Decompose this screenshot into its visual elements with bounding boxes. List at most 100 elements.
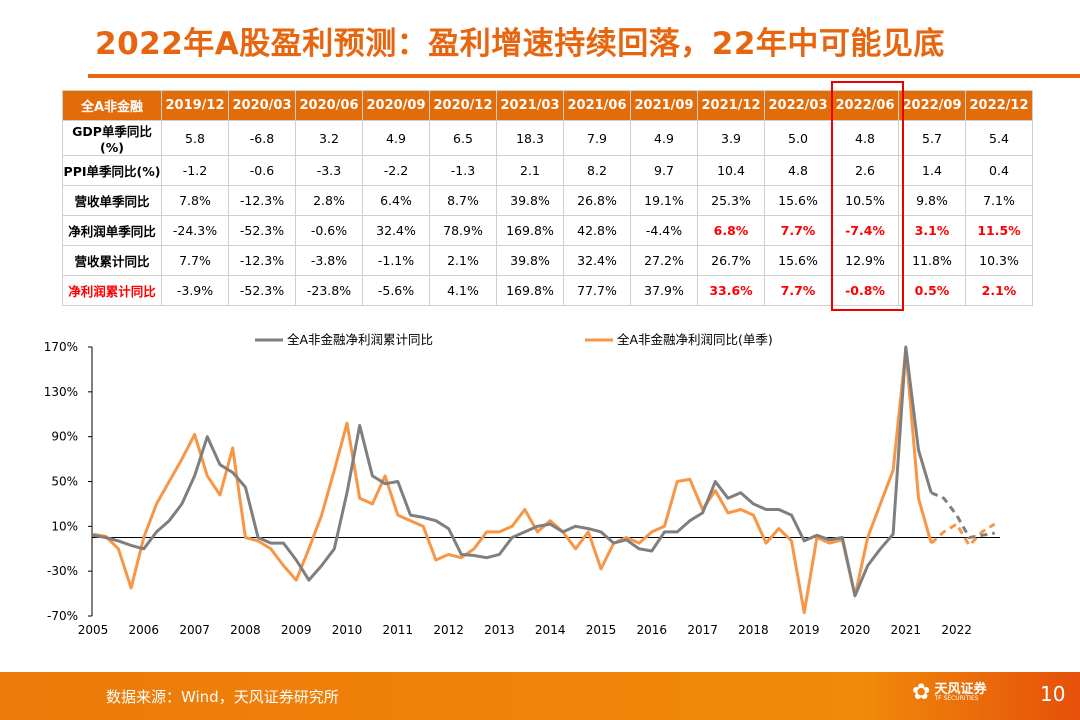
table-cell: 33.6% [697,275,765,306]
column-header: 2022/03 [764,90,832,121]
flower-icon: ✿ [912,680,931,705]
table-cell: 7.7% [161,245,229,276]
table-cell: 15.6% [764,245,832,276]
column-header: 2021/09 [630,90,698,121]
x-tick-label: 2007 [179,623,210,637]
column-header: 2021/03 [496,90,564,121]
table-cell: -1.1% [362,245,430,276]
table-cell: -6.8 [228,120,296,156]
logo-subtext: TF SECURITIES [934,695,979,702]
table-cell: 9.8% [898,185,966,216]
x-tick-label: 2021 [891,623,922,637]
table-row: 营收单季同比 7.8% -12.3% 2.8% 6.4% 8.7% 39.8% 26.8% 19… [62,185,1033,216]
corner-header: 全A非金融 [62,90,162,121]
table-cell: 7.8% [161,185,229,216]
legend-label: 全A非金融净利润同比(单季) [617,332,773,347]
table-cell: 3.9 [697,120,765,156]
table-cell: 5.4 [965,120,1033,156]
table-cell: 5.0 [764,120,832,156]
table-cell: 12.9% [831,245,899,276]
table-row: 净利润累计同比 -3.9% -52.3% -23.8% -5.6% 4.1% 169.8% 7… [62,275,1033,306]
series-line-1 [92,347,933,615]
x-tick-label: 2006 [129,623,160,637]
column-header: 2021/12 [697,90,765,121]
y-tick-label: -70% [47,609,78,623]
table-cell: 8.2 [563,155,631,186]
logo-text: 天风证券 [934,682,987,697]
forecast-table: 全A非金融 2019/12 2020/03 2020/06 2020/09 2020/12… [62,90,1033,306]
table-cell: -52.3% [228,275,296,306]
table-cell: 2.8% [295,185,363,216]
table-cell: 42.8% [563,215,631,246]
row-label: 营收累计同比 [62,245,162,276]
table-cell: 4.9 [630,120,698,156]
column-header: 2020/12 [429,90,497,121]
table-cell: -0.6% [295,215,363,246]
table-cell: 15.6% [764,185,832,216]
column-header: 2019/12 [161,90,229,121]
y-tick-label: 10% [51,519,78,533]
table-cell: -23.8% [295,275,363,306]
table-cell: 7.7% [764,275,832,306]
table-cell: -5.6% [362,275,430,306]
table-row: 营收累计同比 7.7% -12.3% -3.8% -1.1% 2.1% 39.8% 32.4%… [62,245,1033,276]
x-tick-label: 2013 [484,623,515,637]
table-cell: 78.9% [429,215,497,246]
x-tick-label: 2020 [840,623,871,637]
row-label: 营收单季同比 [62,185,162,216]
table-row: PPI单季同比(%) -1.2 -0.6 -3.3 -2.2 -1.3 2.1 8.2 9.7 1… [62,155,1033,186]
x-tick-label: 2018 [738,623,769,637]
title-divider [88,74,1080,78]
profit-growth-chart: 170% 130% 90% 50% 10% -30% -70%2005 2006 2007 200… [44,332,1000,637]
table-row: 净利润单季同比 -24.3% -52.3% -0.6% 32.4% 78.9% 169.8%… [62,215,1033,246]
table-row: GDP单季同比(%) 5.8 -6.8 3.2 4.9 6.5 18.3 7.9 4.9 3.9 5… [62,120,1033,156]
table-cell: 7.9 [563,120,631,156]
y-tick-label: 90% [51,430,78,444]
table-cell: 32.4% [362,215,430,246]
table-cell: 4.1% [429,275,497,306]
series-forecast-line-1 [930,522,996,548]
x-tick-label: 2010 [332,623,363,637]
row-label: 净利润累计同比 [62,275,162,306]
table-cell: 25.3% [697,185,765,216]
table-cell: 10.3% [965,245,1033,276]
table-cell: 2.1% [429,245,497,276]
logo: ✿ 天风证券 TF SECURITIES [912,680,986,705]
column-header: 2020/03 [228,90,296,121]
x-tick-label: 2015 [586,623,617,637]
table-cell: 32.4% [563,245,631,276]
table-cell: -3.9% [161,275,229,306]
x-tick-label: 2016 [637,623,668,637]
table-cell: 0.5% [898,275,966,306]
table-cell: 4.8 [764,155,832,186]
table-cell: -12.3% [228,245,296,276]
table-cell: 26.7% [697,245,765,276]
table-cell: 11.8% [898,245,966,276]
x-tick-label: 2008 [230,623,261,637]
page-title: 2022年A股盈利预测：盈利增速持续回落，22年中可能见底 [95,26,945,62]
footer: 数据来源：Wind，天风证券研究所 ✿ 天风证券 TF SECURITIES 1… [0,672,1080,720]
table-cell: 5.7 [898,120,966,156]
table-cell: 39.8% [496,185,564,216]
table-cell: -2.2 [362,155,430,186]
table-cell: -0.8% [831,275,899,306]
table-cell: 6.5 [429,120,497,156]
x-tick-label: 2009 [281,623,312,637]
table-cell: 19.1% [630,185,698,216]
table-cell: 77.7% [563,275,631,306]
column-header: 2022/12 [965,90,1033,121]
table-cell: 6.4% [362,185,430,216]
table-cell: -0.6 [228,155,296,186]
x-tick-label: 2022 [941,623,972,637]
table-cell: 5.8 [161,120,229,156]
x-tick-label: 2017 [687,623,718,637]
page-number: 10 [1040,682,1066,706]
table-cell: -1.2 [161,155,229,186]
table-cell: -24.3% [161,215,229,246]
y-tick-label: 130% [44,385,78,399]
table-cell: 3.2 [295,120,363,156]
table-cell: 169.8% [496,215,564,246]
column-header: 2022/09 [898,90,966,121]
row-label: PPI单季同比(%) [62,155,162,186]
table-cell: 27.2% [630,245,698,276]
